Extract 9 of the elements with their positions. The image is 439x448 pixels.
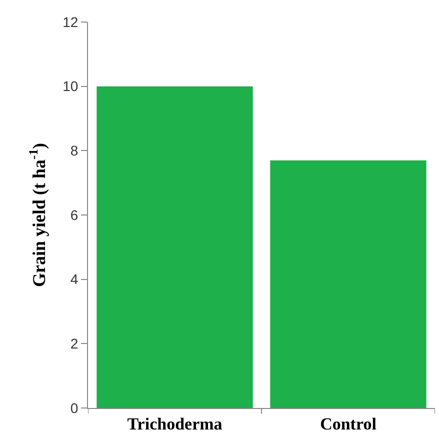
y-tick-label: 10: [62, 78, 78, 94]
x-tick-label: Trichoderma: [127, 414, 223, 434]
y-tick-label: 4: [70, 271, 78, 288]
y-tick-label: 2: [70, 336, 78, 352]
y-tick-label: 0: [70, 400, 78, 416]
y-tick-label: 8: [70, 142, 78, 159]
x-tick-label: Control: [320, 414, 377, 434]
y-tick-label: 12: [62, 14, 78, 30]
y-tick-label: 6: [70, 206, 78, 223]
